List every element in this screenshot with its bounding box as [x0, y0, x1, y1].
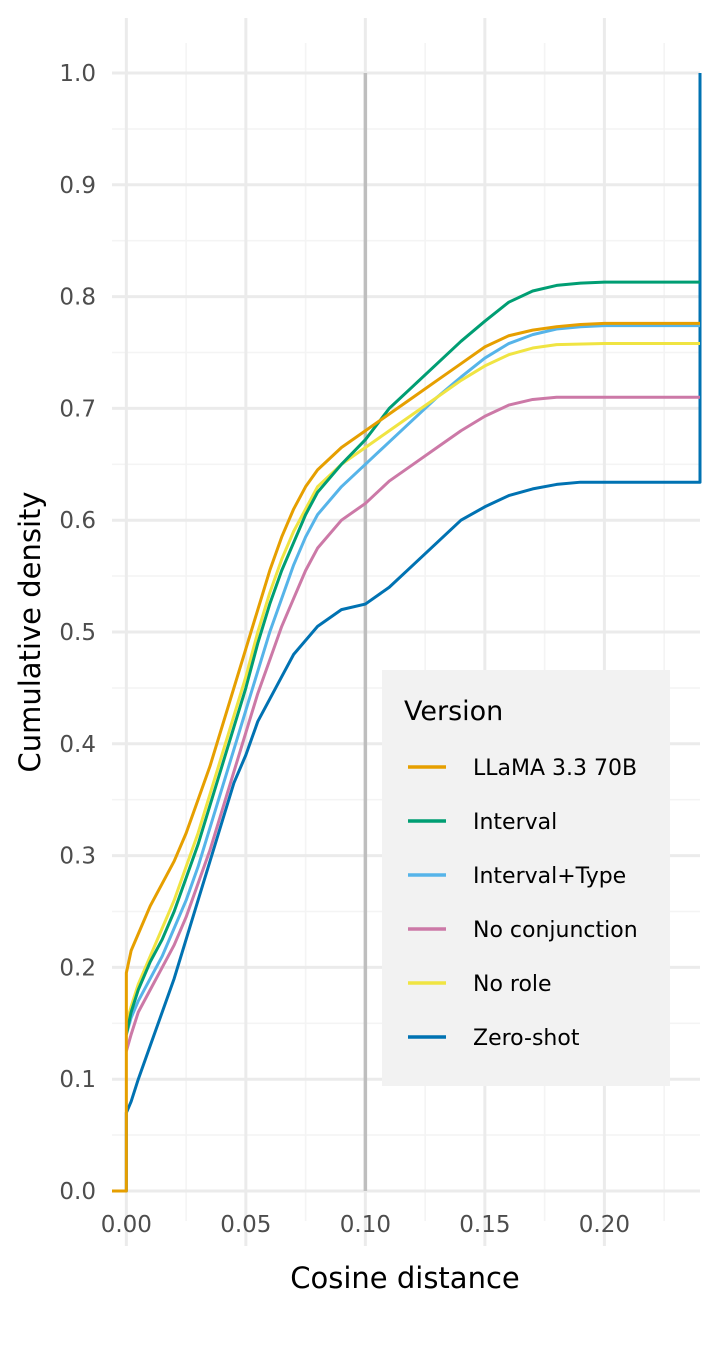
legend-label: No conjunction	[473, 918, 638, 943]
y-axis-title: Cumulative density	[13, 491, 47, 772]
y-tick-label: 0.9	[59, 173, 96, 199]
y-tick-label: 0.2	[59, 955, 96, 981]
legend-item-no-conjunction: No conjunction	[408, 918, 638, 943]
legend-item-interval: Interval	[408, 810, 557, 835]
x-tick-label: 0.10	[340, 1212, 391, 1238]
y-tick-label: 0.6	[59, 508, 96, 534]
series-line-interval-type	[124, 324, 700, 1035]
legend-label: Interval+Type	[473, 864, 626, 889]
legend: Version LLaMA 3.3 70B Interval Interval+Ty…	[382, 670, 670, 1086]
legend-item-interval-type: Interval+Type	[408, 864, 626, 889]
legend-label: No role	[473, 972, 552, 997]
series-line-interval	[124, 280, 700, 1035]
series-lines	[112, 73, 702, 1193]
x-tick-label: 0.15	[459, 1212, 510, 1238]
series-line-llama-3-3-70b	[112, 321, 700, 1193]
legend-label: LLaMA 3.3 70B	[473, 756, 637, 781]
y-tick-label: 0.1	[59, 1067, 96, 1093]
y-tick-label: 0.8	[59, 285, 96, 311]
legend-label: Interval	[473, 810, 557, 835]
series-line-zero-shot	[112, 73, 702, 1193]
y-tick-label: 0.5	[59, 620, 96, 646]
legend-item-no-role: No role	[408, 972, 552, 997]
x-axis-title: Cosine distance	[290, 1261, 519, 1295]
y-tick-label: 0.7	[59, 396, 96, 422]
legend-items: LLaMA 3.3 70B Interval Interval+Type No con…	[408, 756, 638, 1051]
y-tick-label: 1.0	[59, 61, 96, 87]
legend-background	[382, 670, 670, 1086]
x-tick-label: 0.20	[579, 1212, 630, 1238]
y-tick-label: 0.4	[59, 732, 96, 758]
y-tick-label: 0.0	[59, 1179, 96, 1205]
y-axis-ticks: 0.0 0.1 0.2 0.3 0.4 0.5 0.6 0.7 0.8 0.9 1.0	[59, 61, 96, 1205]
legend-label: Zero-shot	[473, 1026, 580, 1051]
legend-title: Version	[404, 696, 503, 727]
x-axis-ticks: 0.00 0.05 0.10 0.15 0.20	[101, 1212, 630, 1238]
legend-item-llama-3-3-70b: LLaMA 3.3 70B	[408, 756, 637, 781]
series-line-no-conjunction	[124, 395, 700, 1052]
legend-item-zero-shot: Zero-shot	[408, 1026, 580, 1051]
series-line-no-role	[124, 342, 700, 1024]
x-tick-label: 0.05	[220, 1212, 271, 1238]
x-tick-label: 0.00	[101, 1212, 152, 1238]
y-tick-label: 0.3	[59, 844, 96, 870]
